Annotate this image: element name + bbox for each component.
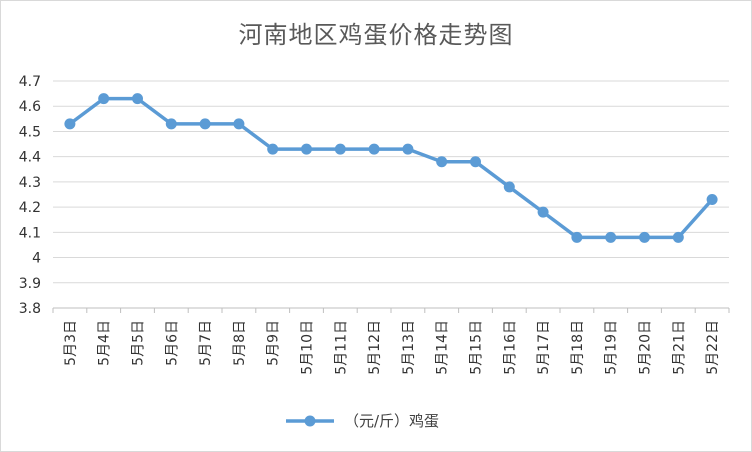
data-point	[368, 143, 380, 155]
data-point	[537, 206, 549, 218]
data-point	[470, 156, 481, 168]
x-tick-label: 5月14日	[435, 320, 451, 375]
chart-title: 河南地区鸡蛋价格走势图	[238, 21, 514, 49]
y-tick-label: 4.2	[19, 200, 41, 216]
x-tick-label: 5月3日	[63, 320, 79, 366]
y-tick-label: 4.6	[19, 99, 41, 115]
data-point	[132, 93, 143, 105]
x-tick-label: 5月13日	[401, 320, 417, 375]
legend-label: （元/斤）鸡蛋	[344, 412, 439, 430]
data-point	[64, 118, 76, 130]
x-tick-label: 5月15日	[469, 320, 485, 375]
x-tick-label: 5月9日	[266, 320, 282, 366]
data-point	[402, 143, 414, 155]
data-point	[571, 231, 583, 243]
gridlines	[53, 80, 729, 309]
data-point	[672, 231, 684, 243]
x-tick-label: 5月18日	[570, 320, 586, 375]
data-point	[98, 93, 110, 105]
x-axis: 5月3日 5月4日 5月5日 5月6日 5月7日 5月8日 5月9日 5月10日 5月11日 5月…	[52, 308, 730, 375]
data-point	[199, 118, 211, 130]
x-tick-label: 5月11日	[333, 320, 349, 375]
data-point	[706, 194, 718, 206]
x-tick-label: 5月8日	[232, 320, 248, 366]
y-tick-label: 4.3	[19, 175, 41, 191]
x-tick-label: 5月5日	[131, 320, 147, 366]
x-tick-label: 5月4日	[97, 320, 113, 366]
y-axis: 3.8 3.9 4 4.1 4.2 4.3 4.4 4.5 4.6 4.7	[19, 74, 41, 317]
data-point	[301, 143, 312, 155]
x-tick-label: 5月19日	[604, 320, 620, 375]
x-tick-label: 5月12日	[367, 320, 383, 375]
x-tick-label: 5月10日	[300, 320, 316, 375]
x-tick-label: 5月17日	[536, 320, 552, 375]
x-tick-label: 5月21日	[671, 320, 687, 375]
y-tick-label: 4.7	[19, 74, 41, 90]
x-tick-label: 5月16日	[502, 320, 518, 375]
y-tick-label: 3.9	[19, 276, 41, 292]
y-tick-label: 3.8	[19, 301, 41, 317]
y-tick-label: 4.4	[19, 150, 41, 166]
data-point	[436, 156, 448, 168]
data-point	[233, 118, 245, 130]
data-point	[165, 118, 177, 130]
x-tick-label: 5月6日	[164, 320, 180, 366]
y-tick-label: 4	[32, 251, 41, 267]
data-point	[267, 143, 279, 155]
legend-marker	[304, 415, 316, 427]
series-layer	[64, 93, 718, 243]
x-tick-label: 5月7日	[198, 320, 214, 366]
x-tick-label: 5月22日	[705, 320, 721, 375]
legend: （元/斤）鸡蛋	[286, 412, 439, 430]
series-line	[68, 96, 714, 240]
y-tick-label: 4.1	[19, 225, 41, 241]
data-point	[334, 143, 346, 155]
x-tick-label: 5月20日	[638, 320, 654, 375]
y-tick-label: 4.5	[19, 124, 41, 140]
data-point	[503, 181, 515, 193]
data-point	[605, 231, 617, 243]
data-point	[639, 231, 650, 243]
